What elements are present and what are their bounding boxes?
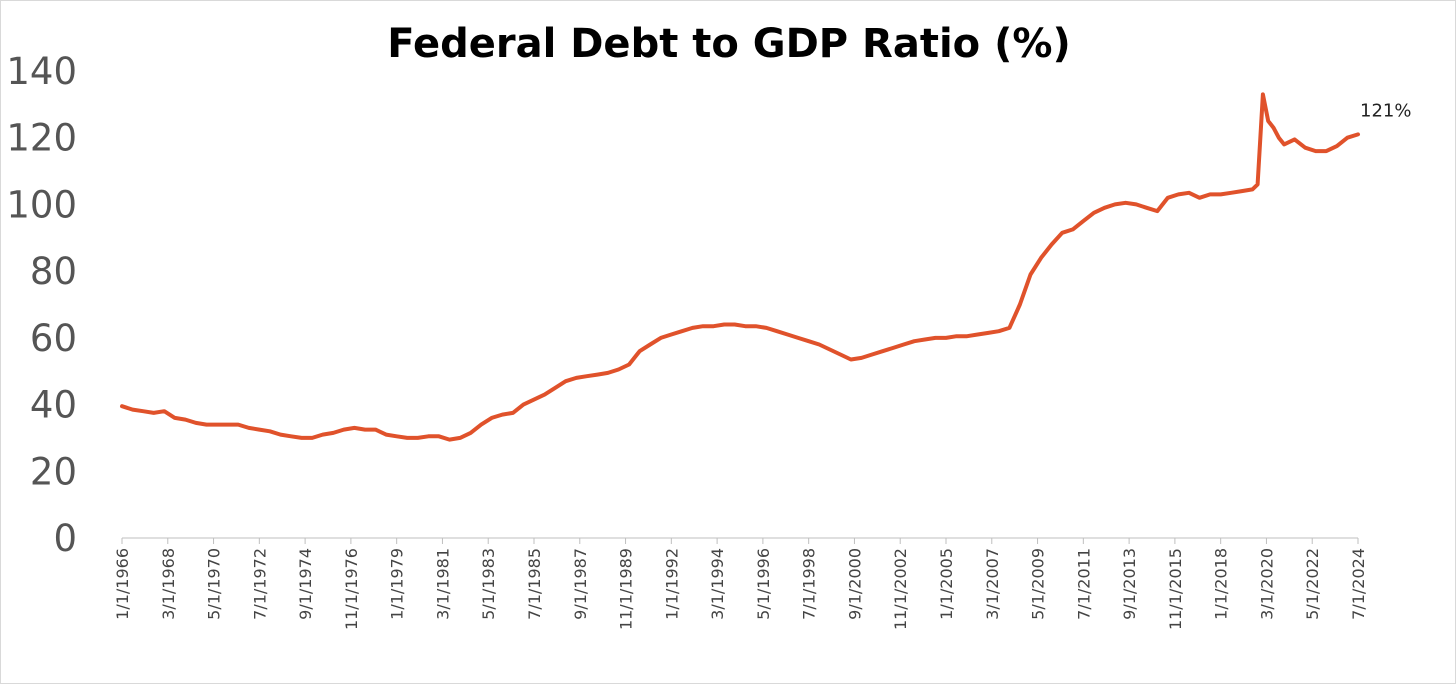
x-axis: 1/1/1966 3/1/1968 5/1/1970 7/1/1972 9/1/1974…: [113, 537, 1368, 630]
y-tick-label: 0: [53, 517, 77, 560]
series-line: [120, 92, 1360, 442]
x-tick-label: 9/1/2013: [1120, 548, 1139, 620]
x-tick-label: 7/1/1972: [250, 548, 269, 620]
x-tick-label: 5/1/1970: [205, 548, 224, 620]
x-tick-label: 9/1/1987: [571, 548, 590, 620]
x-tick-label: 9/1/1974: [296, 548, 315, 620]
x-tick-label: 7/1/2024: [1349, 548, 1368, 620]
x-tick-label: 7/1/1985: [525, 548, 544, 620]
x-tick-label: 5/1/2022: [1303, 548, 1322, 620]
y-axis: 0 20 40 60 80 100 120 140: [6, 50, 77, 560]
x-tick-label: 3/1/1994: [708, 548, 727, 620]
end-value-label: 121%: [1360, 100, 1411, 121]
y-tick-label: 140: [6, 50, 77, 93]
x-tick-label: 5/1/2009: [1029, 548, 1048, 620]
y-tick-label: 120: [6, 117, 77, 160]
x-tick-label: 5/1/1983: [479, 548, 498, 620]
x-tick-label: 11/1/1976: [342, 548, 361, 630]
x-tick-label: 11/1/2002: [891, 548, 910, 630]
x-tick-label: 3/1/2007: [983, 548, 1002, 620]
y-tick-label: 40: [30, 384, 77, 427]
plot-area: 121%: [120, 92, 1411, 442]
x-tick-label: 7/1/2011: [1074, 548, 1093, 620]
x-tick-label: 1/1/2005: [937, 548, 956, 620]
x-tick-label: 11/1/2015: [1166, 548, 1185, 630]
x-tick-label: 1/1/1992: [662, 548, 681, 620]
chart-title: Federal Debt to GDP Ratio (%): [387, 21, 1071, 67]
x-tick-label: 1/1/2018: [1212, 548, 1231, 620]
y-tick-label: 80: [30, 250, 77, 293]
y-tick-label: 60: [30, 317, 77, 360]
x-tick-label: 3/1/1968: [159, 548, 178, 620]
x-tick-label: 9/1/2000: [845, 548, 864, 620]
x-tick-label: 11/1/1989: [617, 548, 636, 630]
x-tick-label: 1/1/1966: [113, 548, 132, 620]
x-tick-label: 5/1/1996: [754, 548, 773, 620]
y-tick-label: 20: [30, 450, 77, 493]
x-tick-label: 7/1/1998: [800, 548, 819, 620]
x-tick-label: 3/1/1981: [433, 548, 452, 620]
x-tick-label: 1/1/1979: [388, 548, 407, 620]
y-tick-label: 100: [6, 183, 77, 226]
x-tick-label: 3/1/2020: [1257, 548, 1276, 620]
